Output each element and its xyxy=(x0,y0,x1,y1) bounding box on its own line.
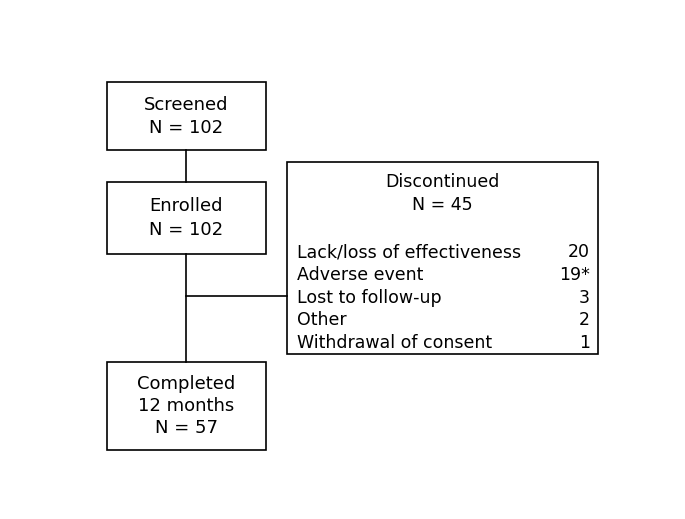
Text: 19*: 19* xyxy=(559,266,590,284)
FancyBboxPatch shape xyxy=(288,162,598,354)
FancyBboxPatch shape xyxy=(107,362,266,450)
Text: 1: 1 xyxy=(579,334,590,352)
Text: Withdrawal of consent: Withdrawal of consent xyxy=(297,334,492,352)
Text: Completed: Completed xyxy=(138,375,236,393)
Text: 3: 3 xyxy=(579,289,590,307)
Text: 2: 2 xyxy=(579,311,590,329)
FancyBboxPatch shape xyxy=(107,82,266,150)
Text: Discontinued: Discontinued xyxy=(386,173,500,192)
FancyBboxPatch shape xyxy=(107,182,266,254)
Text: Lack/loss of effectiveness: Lack/loss of effectiveness xyxy=(297,243,521,262)
Text: Other: Other xyxy=(297,311,347,329)
Text: N = 57: N = 57 xyxy=(155,419,218,437)
Text: Enrolled: Enrolled xyxy=(150,197,223,215)
Text: 20: 20 xyxy=(568,243,590,262)
Text: N = 102: N = 102 xyxy=(149,118,223,136)
Text: Adverse event: Adverse event xyxy=(297,266,423,284)
Text: N = 102: N = 102 xyxy=(149,221,223,239)
Text: N = 45: N = 45 xyxy=(412,196,473,214)
Text: 12 months: 12 months xyxy=(138,397,235,415)
Text: Lost to follow-up: Lost to follow-up xyxy=(297,289,442,307)
Text: Screened: Screened xyxy=(145,96,229,114)
